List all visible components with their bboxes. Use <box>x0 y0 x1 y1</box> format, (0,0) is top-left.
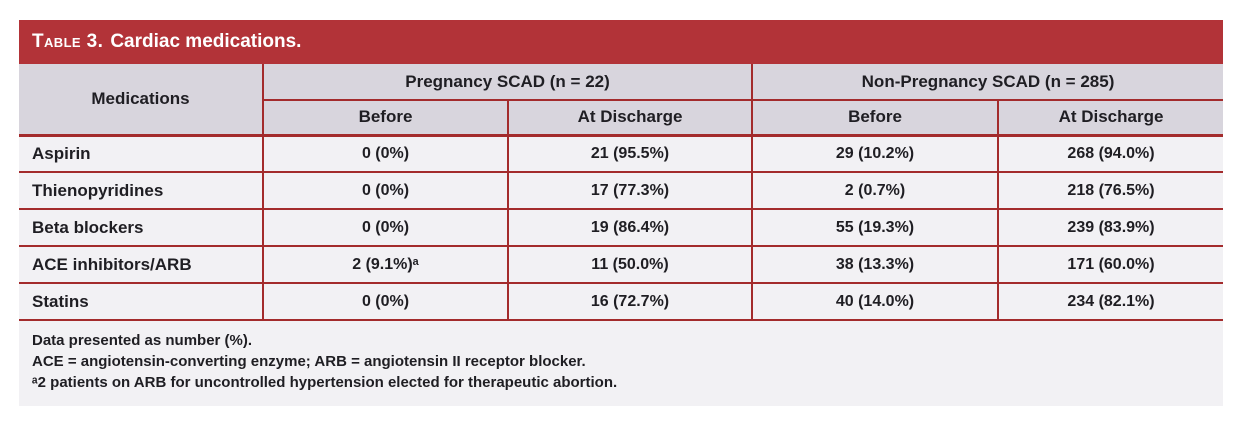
cell-value: 171 (60.0%) <box>996 246 1224 284</box>
column-group-pregnancy-scad: Pregnancy SCAD (n = 22) <box>262 64 752 101</box>
column-header-nonpregnancy-discharge: At Discharge <box>996 100 1224 137</box>
medications-data-table: Medications Pregnancy SCAD (n = 22) Non-… <box>19 64 1224 321</box>
cardiac-medications-table: Table 3. Cardiac medications. Medication… <box>19 20 1224 406</box>
table-row-ace-inhibitors-arb: ACE inhibitors/ARB 2 (9.1%)ᵃ 11 (50.0%) … <box>19 246 1224 284</box>
table-row-thienopyridines: Thienopyridines 0 (0%) 17 (77.3%) 2 (0.7… <box>19 172 1224 210</box>
table-footnotes: Data presented as number (%). ACE = angi… <box>19 321 1223 406</box>
footnote-data-presented: Data presented as number (%). <box>32 332 253 349</box>
column-header-pregnancy-before: Before <box>262 100 508 137</box>
header-group-row: Medications Pregnancy SCAD (n = 22) Non-… <box>19 64 1224 137</box>
cell-value: 21 (95.5%) <box>507 135 752 173</box>
cell-value: 0 (0%) <box>262 283 508 321</box>
cell-value: 29 (10.2%) <box>751 135 998 173</box>
medication-name: Statins <box>19 283 263 321</box>
column-header-medications: Medications <box>19 64 263 137</box>
cell-value: 55 (19.3%) <box>751 209 998 247</box>
cell-value: 0 (0%) <box>262 209 508 247</box>
table-title: Cardiac medications. <box>110 31 302 52</box>
cell-value: 40 (14.0%) <box>751 283 998 321</box>
table-title-banner: Table 3. Cardiac medications. <box>19 20 1223 64</box>
cell-value: 0 (0%) <box>262 135 508 173</box>
cell-value: 239 (83.9%) <box>996 209 1224 247</box>
cell-value: 17 (77.3%) <box>507 172 752 210</box>
medication-name: Aspirin <box>19 135 263 173</box>
medication-name: Thienopyridines <box>19 172 263 210</box>
column-header-nonpregnancy-before: Before <box>751 100 998 137</box>
footnote-abbreviations: ACE = angiotensin-converting enzyme; ARB… <box>32 353 586 370</box>
cell-value: 218 (76.5%) <box>996 172 1224 210</box>
medication-name: Beta blockers <box>19 209 263 247</box>
cell-value: 2 (0.7%) <box>751 172 998 210</box>
cell-value: 2 (9.1%)ᵃ <box>262 246 508 284</box>
table-row-statins: Statins 0 (0%) 16 (72.7%) 40 (14.0%) 234… <box>19 283 1224 321</box>
cell-value: 19 (86.4%) <box>507 209 752 247</box>
cell-value: 16 (72.7%) <box>507 283 752 321</box>
column-group-nonpregnancy-scad: Non-Pregnancy SCAD (n = 285) <box>750 64 1224 101</box>
table-number: Table 3. <box>32 31 104 52</box>
header-sub-row: Before At Discharge Before At Discharge <box>19 100 1224 137</box>
medication-name: ACE inhibitors/ARB <box>19 246 263 284</box>
table-row-aspirin: Aspirin 0 (0%) 21 (95.5%) 29 (10.2%) 268… <box>19 135 1224 173</box>
cell-value: 268 (94.0%) <box>996 135 1224 173</box>
cell-value: 0 (0%) <box>262 172 508 210</box>
footnote-a: ᵃ2 patients on ARB for uncontrolled hype… <box>32 374 618 391</box>
table-row-beta-blockers: Beta blockers 0 (0%) 19 (86.4%) 55 (19.3… <box>19 209 1224 247</box>
cell-value: 11 (50.0%) <box>507 246 752 284</box>
cell-value: 38 (13.3%) <box>751 246 998 284</box>
column-header-pregnancy-discharge: At Discharge <box>507 100 752 137</box>
cell-value: 234 (82.1%) <box>996 283 1224 321</box>
